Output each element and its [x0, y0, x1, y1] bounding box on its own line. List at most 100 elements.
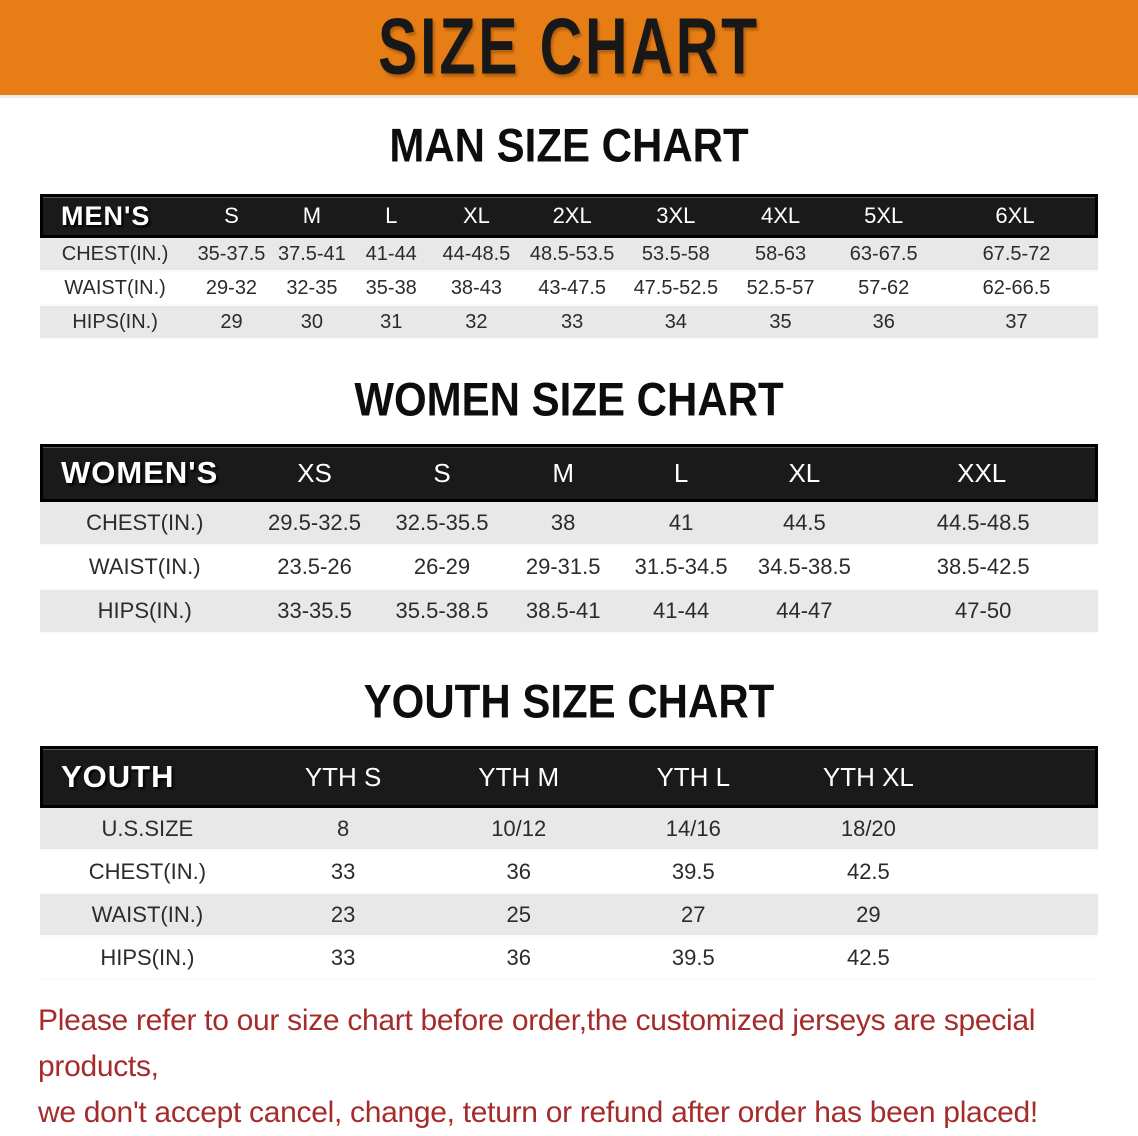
women-size-column-header: M — [504, 444, 622, 502]
youth-hips-row: HIPS(IN.) 33 36 39.5 42.5 — [40, 937, 1098, 980]
women-hips-row: HIPS(IN.) 33-35.5 35.5-38.5 38.5-41 41-4… — [40, 590, 1098, 634]
size-value-cell: 8 — [254, 808, 432, 851]
women-waist-row: WAIST(IN.) 23.5-26 26-29 29-31.5 31.5-34… — [40, 546, 1098, 590]
size-value-cell: 48.5-53.5 — [521, 238, 623, 272]
banner-title: SIZE CHART — [378, 3, 760, 92]
size-value-cell: 42.5 — [780, 851, 957, 894]
size-value-cell: 52.5-57 — [728, 272, 833, 306]
spacer-cell — [956, 746, 1098, 808]
row-label: WAIST(IN.) — [40, 546, 250, 590]
size-value-cell: 36 — [431, 851, 606, 894]
size-value-cell: 44-47 — [740, 590, 869, 634]
men-size-column-header: 3XL — [622, 194, 729, 238]
size-value-cell: 27 — [606, 894, 781, 937]
men-size-column-header: 2XL — [521, 194, 623, 238]
row-label: U.S.SIZE — [40, 808, 255, 851]
size-value-cell: 62-66.5 — [935, 272, 1098, 306]
row-label: WAIST(IN.) — [40, 894, 255, 937]
women-heading-text: WOMEN SIZE CHART — [354, 373, 784, 426]
spacer-cell — [956, 808, 1098, 851]
size-value-cell: 38 — [504, 502, 622, 546]
size-value-cell: 63-67.5 — [832, 238, 936, 272]
size-value-cell: 35-38 — [351, 272, 432, 306]
size-value-cell: 42.5 — [780, 937, 957, 980]
men-heading-text: MAN SIZE CHART — [389, 119, 749, 172]
size-value-cell: 47.5-52.5 — [622, 272, 729, 306]
youth-size-column-header: YTH S — [254, 746, 432, 808]
size-value-cell: 26-29 — [379, 546, 505, 590]
size-value-cell: 23.5-26 — [249, 546, 380, 590]
size-value-cell: 29 — [780, 894, 957, 937]
men-size-column-header: 6XL — [935, 194, 1098, 238]
women-table-group-label: WOMEN'S — [40, 444, 250, 502]
size-value-cell: 34.5-38.5 — [740, 546, 869, 590]
size-value-cell: 32.5-35.5 — [379, 502, 505, 546]
men-table-header-row: MEN'S S M L XL 2XL 3XL 4XL 5XL 6XL — [40, 194, 1098, 238]
size-value-cell: 41-44 — [621, 590, 741, 634]
size-value-cell: 18/20 — [780, 808, 957, 851]
youth-size-column-header: YTH M — [431, 746, 606, 808]
men-size-column-header: XL — [431, 194, 522, 238]
men-table-group-label: MEN'S — [40, 194, 191, 238]
size-value-cell: 39.5 — [606, 937, 781, 980]
men-size-column-header: L — [351, 194, 432, 238]
women-size-table: WOMEN'S XS S M L XL XXL CHEST(IN.) 29.5-… — [40, 444, 1098, 634]
size-value-cell: 41-44 — [351, 238, 432, 272]
size-value-cell: 29-31.5 — [504, 546, 622, 590]
men-size-column-header: 5XL — [832, 194, 936, 238]
disclaimer-text: Please refer to our size chart before or… — [38, 998, 1102, 1136]
disclaimer-line-1: Please refer to our size chart before or… — [38, 1004, 1036, 1083]
size-value-cell: 58-63 — [728, 238, 833, 272]
size-value-cell: 29 — [190, 306, 273, 340]
row-label: WAIST(IN.) — [40, 272, 191, 306]
men-size-column-header: M — [272, 194, 352, 238]
size-value-cell: 38.5-42.5 — [868, 546, 1098, 590]
men-chest-row: CHEST(IN.) 35-37.5 37.5-41 41-44 44-48.5… — [40, 238, 1098, 272]
size-value-cell: 36 — [832, 306, 936, 340]
size-value-cell: 29-32 — [190, 272, 273, 306]
row-label: CHEST(IN.) — [40, 851, 255, 894]
size-value-cell: 31.5-34.5 — [621, 546, 741, 590]
size-value-cell: 38.5-41 — [504, 590, 622, 634]
row-label: HIPS(IN.) — [40, 937, 255, 980]
size-value-cell: 44-48.5 — [431, 238, 522, 272]
size-value-cell: 41 — [621, 502, 741, 546]
women-table-header-row: WOMEN'S XS S M L XL XXL — [40, 444, 1098, 502]
row-label: CHEST(IN.) — [40, 238, 191, 272]
men-hips-row: HIPS(IN.) 29 30 31 32 33 34 35 36 37 — [40, 306, 1098, 340]
size-value-cell: 43-47.5 — [521, 272, 623, 306]
size-value-cell: 34 — [622, 306, 729, 340]
women-chest-row: CHEST(IN.) 29.5-32.5 32.5-35.5 38 41 44.… — [40, 502, 1098, 546]
size-value-cell: 31 — [351, 306, 432, 340]
size-value-cell: 33 — [521, 306, 623, 340]
size-value-cell: 35-37.5 — [190, 238, 273, 272]
size-value-cell: 39.5 — [606, 851, 781, 894]
women-size-column-header: XS — [249, 444, 380, 502]
size-value-cell: 57-62 — [832, 272, 936, 306]
row-label: HIPS(IN.) — [40, 590, 250, 634]
size-value-cell: 37 — [935, 306, 1098, 340]
size-value-cell: 23 — [254, 894, 432, 937]
size-value-cell: 35 — [728, 306, 833, 340]
size-value-cell: 30 — [272, 306, 352, 340]
row-label: CHEST(IN.) — [40, 502, 250, 546]
youth-chest-row: CHEST(IN.) 33 36 39.5 42.5 — [40, 851, 1098, 894]
size-value-cell: 33 — [254, 851, 432, 894]
men-size-column-header: S — [190, 194, 273, 238]
youth-size-table: YOUTH YTH S YTH M YTH L YTH XL U.S.SIZE … — [40, 746, 1098, 980]
youth-ussize-row: U.S.SIZE 8 10/12 14/16 18/20 — [40, 808, 1098, 851]
women-size-column-header: S — [379, 444, 505, 502]
youth-table-group-label: YOUTH — [40, 746, 255, 808]
size-value-cell: 47-50 — [868, 590, 1098, 634]
men-size-table: MEN'S S M L XL 2XL 3XL 4XL 5XL 6XL CHEST… — [40, 194, 1098, 340]
row-label: HIPS(IN.) — [40, 306, 191, 340]
size-value-cell: 44.5 — [740, 502, 869, 546]
men-size-column-header: 4XL — [728, 194, 833, 238]
size-value-cell: 33-35.5 — [249, 590, 380, 634]
spacer-cell — [956, 937, 1098, 980]
size-value-cell: 38-43 — [431, 272, 522, 306]
women-section-heading: WOMEN SIZE CHART — [0, 373, 1138, 426]
size-value-cell: 10/12 — [431, 808, 606, 851]
women-size-column-header: XXL — [868, 444, 1098, 502]
size-value-cell: 53.5-58 — [622, 238, 729, 272]
